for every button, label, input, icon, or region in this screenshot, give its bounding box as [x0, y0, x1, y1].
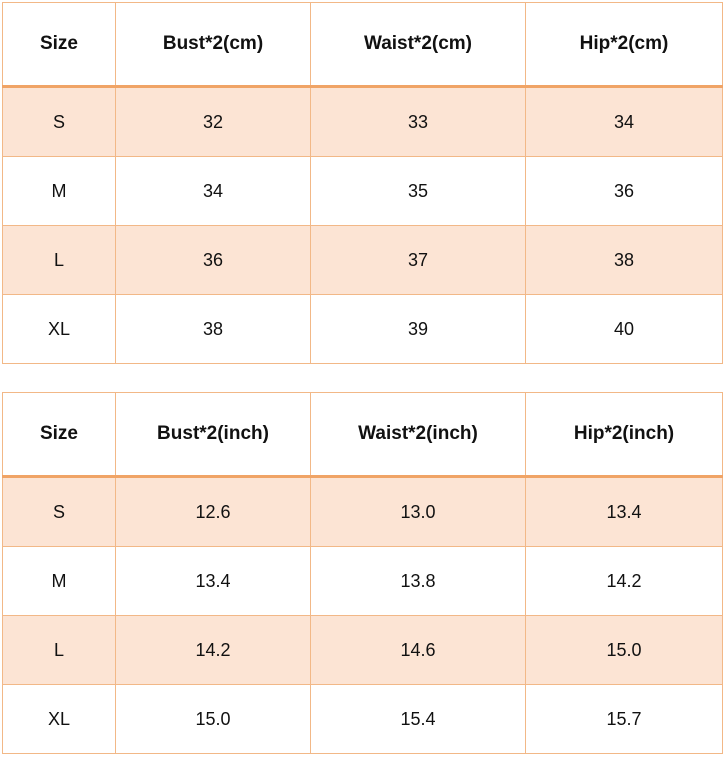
table-cell: 15.0 [115, 684, 311, 754]
table-cell: M [2, 156, 116, 226]
table-cell: 37 [310, 225, 526, 295]
table-cell: L [2, 615, 116, 685]
table-row: XL 15.0 15.4 15.7 [2, 684, 723, 754]
table-cell: S [2, 476, 116, 547]
table-cell: 38 [525, 225, 723, 295]
table-row: L 36 37 38 [2, 225, 723, 295]
table-row: L 14.2 14.6 15.0 [2, 615, 723, 685]
table-cell: 12.6 [115, 476, 311, 547]
table-row: M 34 35 36 [2, 156, 723, 226]
table-cell: 39 [310, 294, 526, 364]
table-cell: 15.4 [310, 684, 526, 754]
table-cell: 34 [525, 86, 723, 157]
table-row: S 32 33 34 [2, 86, 723, 157]
header-row: Size Bust*2(inch) Waist*2(inch) Hip*2(inch) [2, 392, 723, 478]
header-cell: Bust*2(inch) [115, 392, 311, 478]
table-cell: 14.2 [525, 546, 723, 616]
table-row: XL 38 39 40 [2, 294, 723, 364]
header-cell: Hip*2(inch) [525, 392, 723, 478]
table-cell: 13.4 [525, 476, 723, 547]
table-cell: 38 [115, 294, 311, 364]
table-row: M 13.4 13.8 14.2 [2, 546, 723, 616]
header-cell: Size [2, 392, 116, 478]
table-cell: 15.0 [525, 615, 723, 685]
header-cell: Waist*2(inch) [310, 392, 526, 478]
table-cell: 15.7 [525, 684, 723, 754]
table-cell: 36 [525, 156, 723, 226]
table-cell: L [2, 225, 116, 295]
table-cell: 14.6 [310, 615, 526, 685]
table-cell: 14.2 [115, 615, 311, 685]
table-cell: 13.4 [115, 546, 311, 616]
table-cell: 35 [310, 156, 526, 226]
table-cell: 13.0 [310, 476, 526, 547]
table-cell: XL [2, 294, 116, 364]
header-cell: Bust*2(cm) [115, 2, 311, 88]
table-cell: S [2, 86, 116, 157]
table-cell: 33 [310, 86, 526, 157]
table-cell: 40 [525, 294, 723, 364]
table-cell: M [2, 546, 116, 616]
table-row: S 12.6 13.0 13.4 [2, 476, 723, 547]
size-table: Size Bust*2(cm) Waist*2(cm) Hip*2(cm) S 32 33 3… [2, 2, 723, 364]
table-cell: 36 [115, 225, 311, 295]
table-cell: 13.8 [310, 546, 526, 616]
table-cell: XL [2, 684, 116, 754]
header-cell: Hip*2(cm) [525, 2, 723, 88]
header-cell: Size [2, 2, 116, 88]
header-cell: Waist*2(cm) [310, 2, 526, 88]
table-cell: 34 [115, 156, 311, 226]
header-row: Size Bust*2(cm) Waist*2(cm) Hip*2(cm) [2, 2, 723, 88]
size-table: Size Bust*2(inch) Waist*2(inch) Hip*2(inch)… [2, 392, 723, 754]
table-cell: 32 [115, 86, 311, 157]
